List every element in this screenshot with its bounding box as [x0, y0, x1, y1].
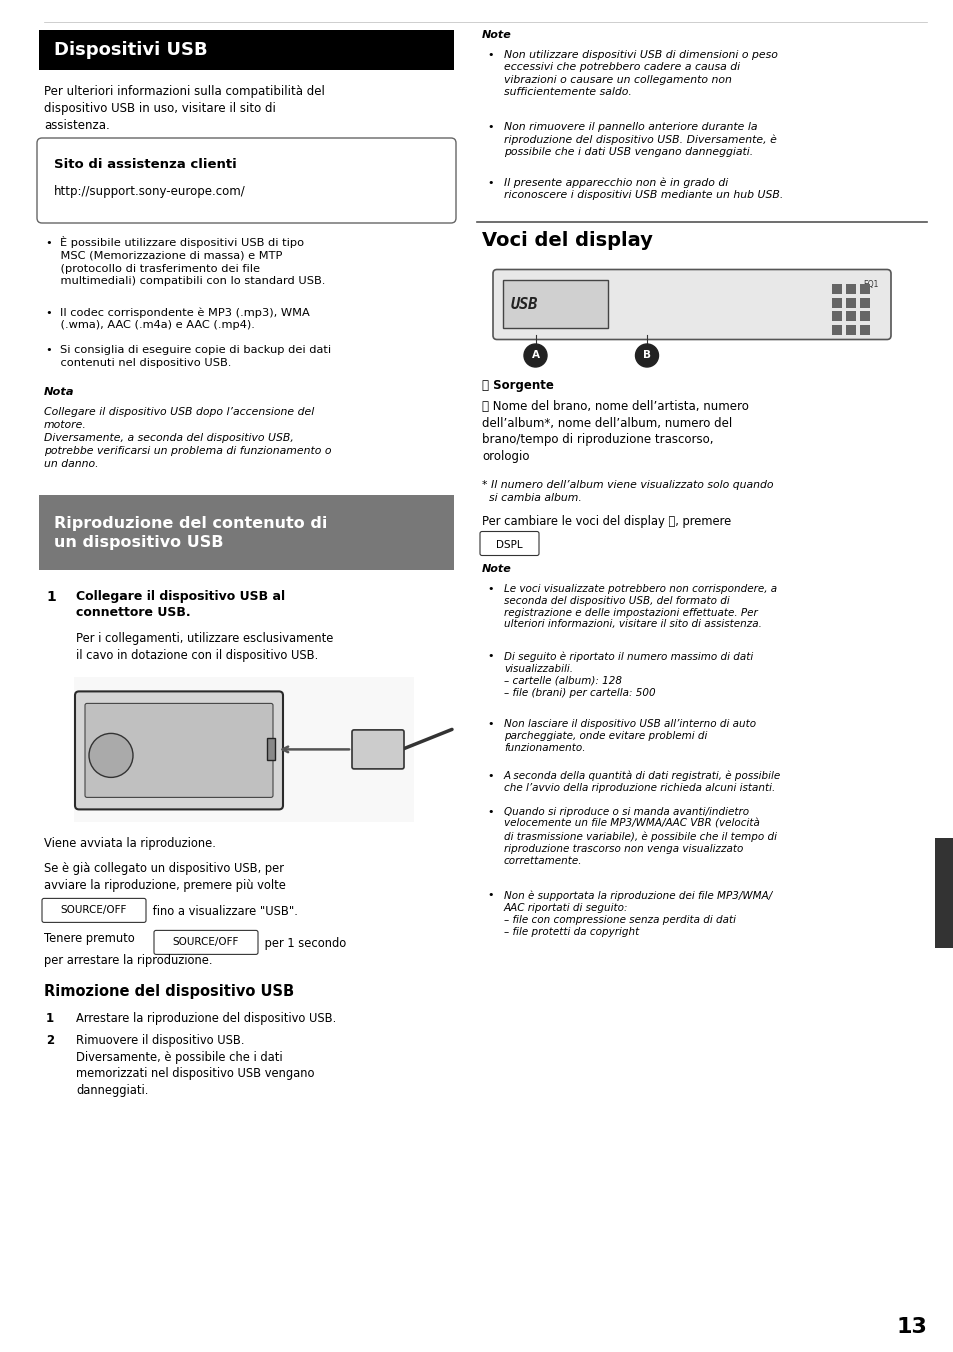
Text: 1: 1: [46, 591, 55, 604]
Bar: [845, 284, 855, 293]
Bar: [831, 326, 841, 335]
FancyBboxPatch shape: [352, 730, 403, 769]
FancyBboxPatch shape: [85, 703, 273, 798]
Text: •  Il codec corrispondente è MP3 (.mp3), WMA
    (.wma), AAC (.m4a) e AAC (.mp4): • Il codec corrispondente è MP3 (.mp3), …: [46, 307, 310, 330]
FancyBboxPatch shape: [75, 691, 283, 810]
Text: Le voci visualizzate potrebbero non corrispondere, a
seconda del dispositivo USB: Le voci visualizzate potrebbero non corr…: [503, 584, 777, 630]
Text: Se è già collegato un dispositivo USB, per
avviare la riproduzione, premere più : Se è già collegato un dispositivo USB, p…: [44, 863, 286, 892]
Text: Non lasciare il dispositivo USB all’interno di auto
parcheggiate, onde evitare p: Non lasciare il dispositivo USB all’inte…: [503, 719, 756, 753]
FancyBboxPatch shape: [153, 930, 257, 955]
Bar: [74, 677, 414, 822]
Circle shape: [89, 733, 132, 777]
Text: A: A: [531, 350, 539, 361]
Text: USB: USB: [511, 297, 537, 312]
Text: * Il numero dell’album viene visualizzato solo quando
  si cambia album.: * Il numero dell’album viene visualizzat…: [481, 480, 773, 503]
Text: per 1 secondo: per 1 secondo: [261, 937, 346, 950]
Bar: [845, 297, 855, 307]
Text: •: •: [486, 719, 493, 729]
Bar: [859, 311, 869, 322]
Text: Collegare il dispositivo USB dopo l’accensione del
motore.
Diversamente, a secon: Collegare il dispositivo USB dopo l’acce…: [44, 407, 331, 469]
Circle shape: [523, 343, 546, 366]
Bar: [267, 738, 274, 760]
Bar: [831, 297, 841, 307]
Bar: [502, 280, 607, 329]
Text: •: •: [486, 807, 493, 817]
FancyBboxPatch shape: [493, 269, 890, 339]
Text: Dispositivi USB: Dispositivi USB: [54, 41, 208, 59]
FancyBboxPatch shape: [42, 898, 146, 922]
Text: •: •: [486, 177, 493, 188]
Text: Viene avviata la riproduzione.: Viene avviata la riproduzione.: [44, 837, 215, 850]
Text: •: •: [486, 771, 493, 781]
Text: per arrestare la riproduzione.: per arrestare la riproduzione.: [44, 955, 213, 968]
Text: Il presente apparecchio non è in grado di
riconoscere i dispositivi USB mediante: Il presente apparecchio non è in grado d…: [503, 177, 782, 200]
Bar: [934, 838, 953, 948]
Text: Rimuovere il dispositivo USB.
Diversamente, è possibile che i dati
memorizzati n: Rimuovere il dispositivo USB. Diversamen…: [76, 1034, 314, 1096]
Circle shape: [635, 343, 658, 366]
Bar: [39, 30, 454, 70]
Text: SOURCE/OFF: SOURCE/OFF: [172, 937, 239, 948]
Text: Quando si riproduce o si manda avanti/indietro
velocemente un file MP3/WMA/AAC V: Quando si riproduce o si manda avanti/in…: [503, 807, 776, 865]
Text: Non rimuovere il pannello anteriore durante la
riproduzione del dispositivo USB.: Non rimuovere il pannello anteriore dura…: [503, 122, 776, 157]
Text: Voci del display: Voci del display: [481, 231, 652, 250]
Text: Per i collegamenti, utilizzare esclusivamente
il cavo in dotazione con il dispos: Per i collegamenti, utilizzare esclusiva…: [76, 633, 333, 662]
Text: Arrestare la riproduzione del dispositivo USB.: Arrestare la riproduzione del dispositiv…: [76, 1013, 335, 1025]
Text: DSPL: DSPL: [496, 539, 522, 549]
FancyBboxPatch shape: [37, 138, 456, 223]
Bar: [859, 284, 869, 293]
Text: •: •: [486, 50, 493, 59]
Text: •  Si consiglia di eseguire copie di backup dei dati
    contenuti nel dispositi: • Si consiglia di eseguire copie di back…: [46, 345, 331, 368]
Text: 1: 1: [46, 1013, 54, 1025]
Bar: [39, 495, 454, 571]
Bar: [845, 326, 855, 335]
Bar: [845, 311, 855, 322]
Bar: [859, 326, 869, 335]
Text: •: •: [486, 122, 493, 132]
Text: Rimozione del dispositivo USB: Rimozione del dispositivo USB: [44, 984, 294, 999]
Text: Non utilizzare dispositivi USB di dimensioni o peso
eccessivi che potrebbero cad: Non utilizzare dispositivi USB di dimens…: [503, 50, 777, 97]
Bar: [859, 297, 869, 307]
Text: •: •: [486, 891, 493, 900]
Text: Sito di assistenza clienti: Sito di assistenza clienti: [54, 158, 236, 170]
Text: SOURCE/OFF: SOURCE/OFF: [61, 906, 127, 915]
Text: Non è supportata la riproduzione dei file MP3/WMA/
AAC riportati di seguito:
– f: Non è supportata la riproduzione dei fil…: [503, 891, 771, 937]
Text: Per cambiare le voci del display Ⓑ, premere: Per cambiare le voci del display Ⓑ, prem…: [481, 515, 731, 529]
Text: EQ1: EQ1: [862, 280, 878, 288]
Text: Ⓐ Sorgente: Ⓐ Sorgente: [481, 379, 554, 392]
Text: 2: 2: [46, 1034, 54, 1048]
Text: Tenere premuto: Tenere premuto: [44, 933, 134, 945]
Text: Collegare il dispositivo USB al
connettore USB.: Collegare il dispositivo USB al connetto…: [76, 591, 285, 619]
Bar: [831, 284, 841, 293]
Text: Di seguito è riportato il numero massimo di dati
visualizzabili.
– cartelle (alb: Di seguito è riportato il numero massimo…: [503, 652, 753, 698]
Text: B: B: [642, 350, 650, 361]
Text: •: •: [486, 652, 493, 661]
Text: Nota: Nota: [44, 388, 74, 397]
Text: •: •: [486, 584, 493, 594]
Text: •  È possibile utilizzare dispositivi USB di tipo
    MSC (Memorizzazione di mas: • È possibile utilizzare dispositivi USB…: [46, 237, 325, 287]
Text: fino a visualizzare "USB".: fino a visualizzare "USB".: [149, 906, 297, 918]
Text: Note: Note: [481, 30, 511, 41]
Bar: [831, 311, 841, 322]
Text: Note: Note: [481, 564, 511, 573]
Text: Riproduzione del contenuto di
un dispositivo USB: Riproduzione del contenuto di un disposi…: [54, 516, 327, 550]
Text: Per ulteriori informazioni sulla compatibilità del
dispositivo USB in uso, visit: Per ulteriori informazioni sulla compati…: [44, 85, 325, 132]
Text: 13: 13: [895, 1317, 926, 1337]
Text: http://support.sony-europe.com/: http://support.sony-europe.com/: [54, 185, 246, 197]
Text: Ⓑ Nome del brano, nome dell’artista, numero
dell’album*, nome dell’album, numero: Ⓑ Nome del brano, nome dell’artista, num…: [481, 400, 748, 462]
FancyBboxPatch shape: [479, 531, 538, 556]
Text: A seconda della quantità di dati registrati, è possibile
che l’avvio della ripro: A seconda della quantità di dati registr…: [503, 771, 781, 794]
